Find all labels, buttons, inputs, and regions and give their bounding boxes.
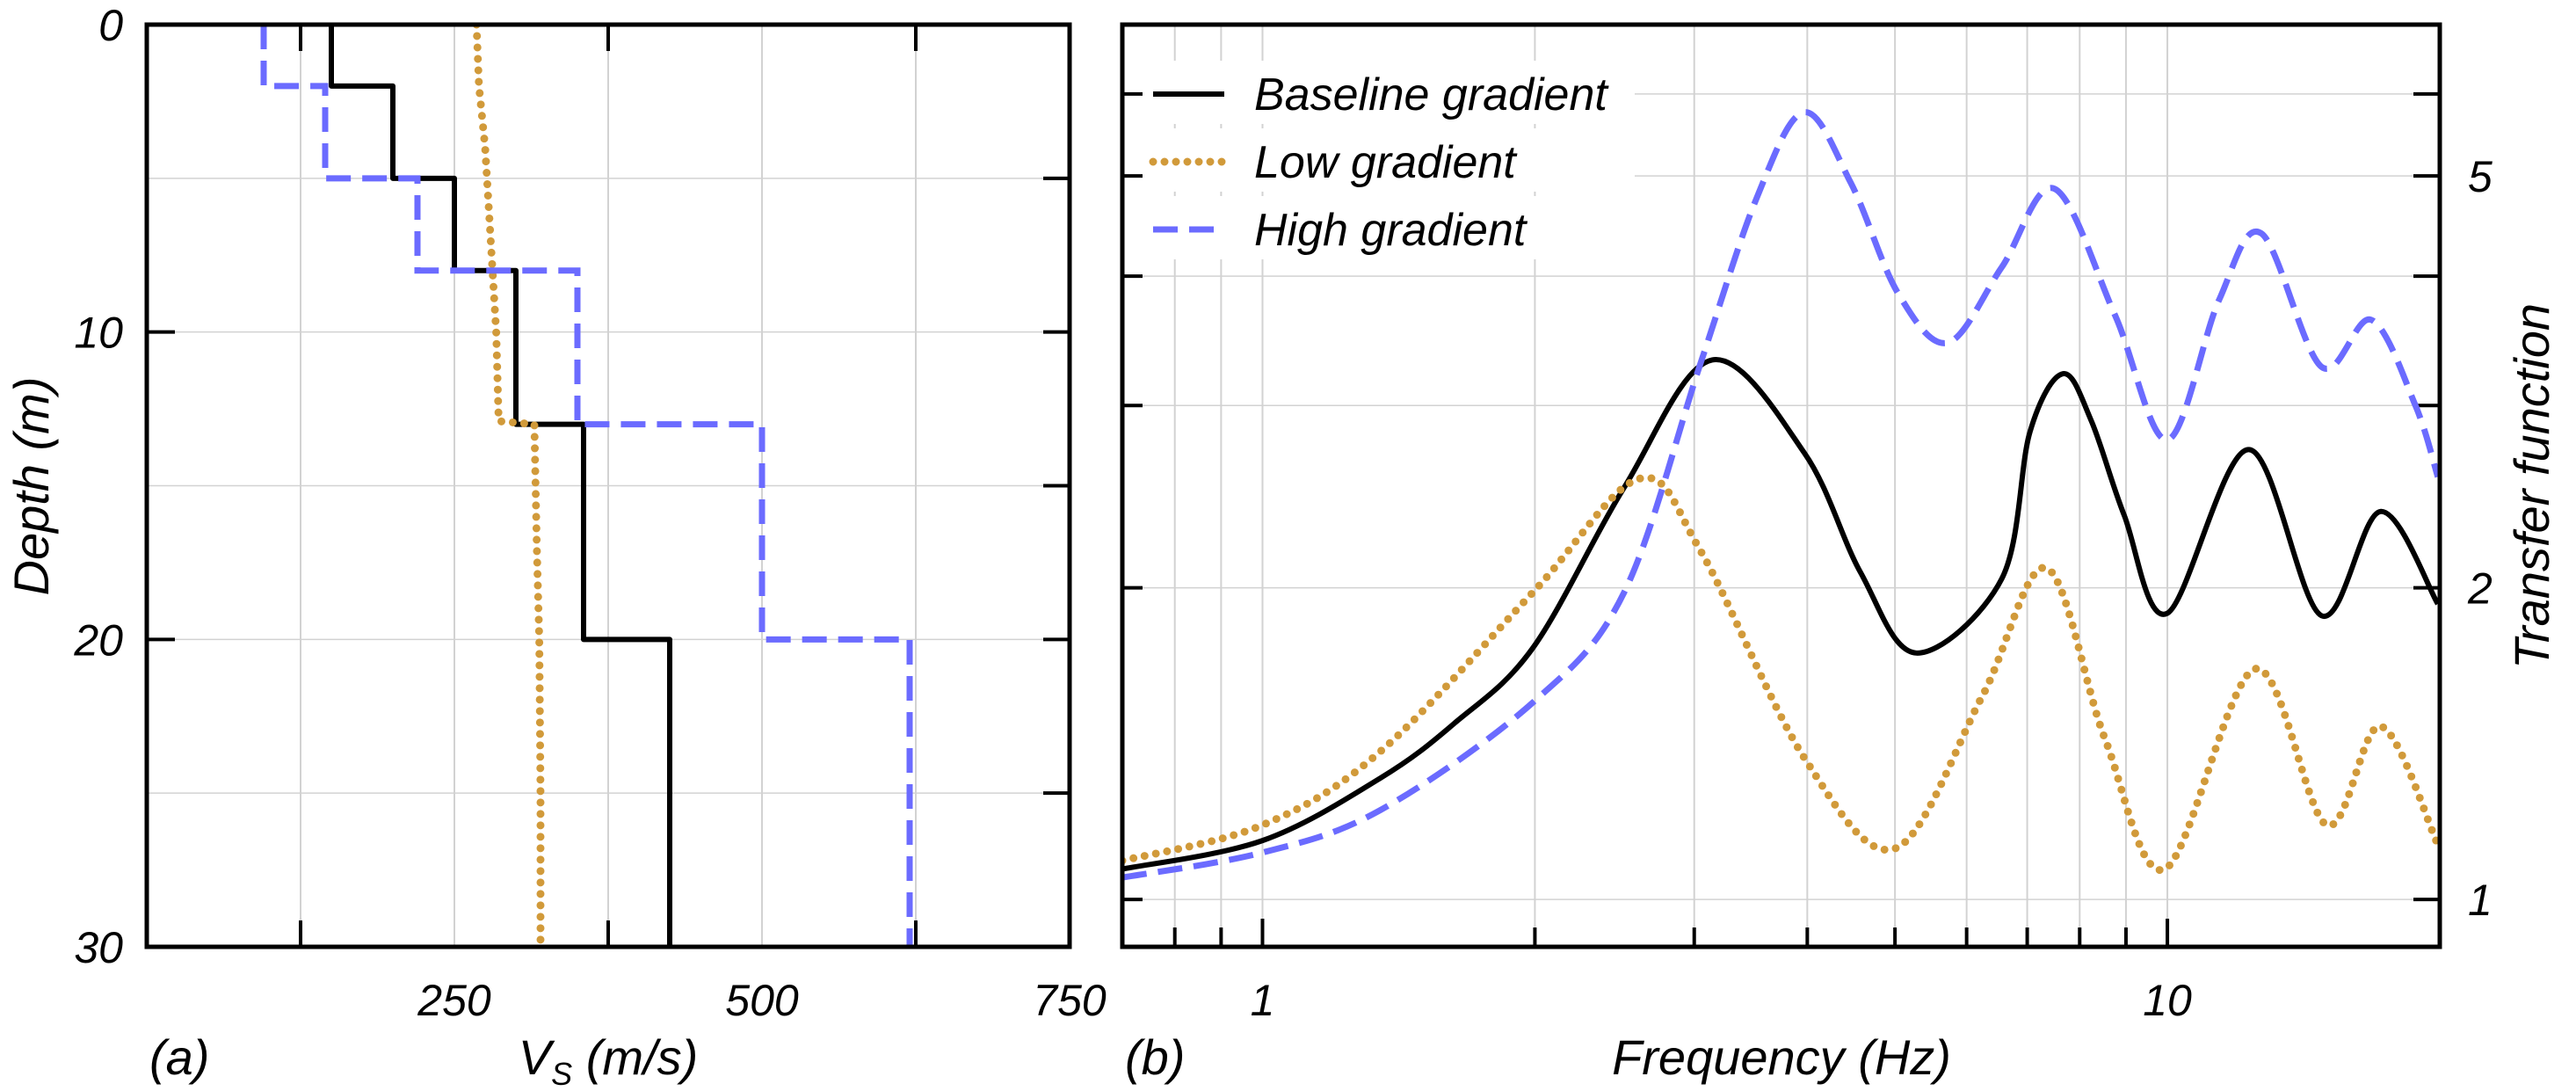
x-tick-label: 500 [725, 976, 799, 1025]
y-tick-label: 0 [98, 1, 123, 50]
y-tick-label: 2 [2467, 564, 2493, 614]
axes-frame-b [1120, 22, 2442, 949]
y-tick-label: 10 [74, 309, 123, 358]
series-line-low [472, 25, 545, 947]
grid-a [147, 25, 1070, 947]
x-axis-unit: (m/s) [572, 1029, 698, 1085]
x-tick-label: 250 [417, 976, 491, 1025]
series-line-baseline [1122, 357, 2440, 872]
legend-background [1143, 61, 1635, 124]
y-tick-label: 1 [2468, 876, 2493, 925]
panel-b-transfer-function: 1 10 1 2 5 Baseline gradient Low gradient High… [1120, 22, 2559, 1085]
tick-labels-a: 250 500 750 0 10 20 30 [73, 1, 1107, 1025]
series-b [1122, 109, 2440, 881]
legend: Baseline gradient Low gradient High gradie… [1143, 61, 1635, 259]
panel-a-vs-profile: 250 500 750 0 10 20 30 Depth (m) VS (m/s) (a) [4, 1, 1107, 1091]
x-axis-symbol: V [519, 1029, 555, 1085]
series-line-high [1122, 109, 2440, 881]
legend-background [1143, 196, 1635, 259]
panel-label-a: (a) [149, 1029, 209, 1085]
series-a [260, 25, 913, 947]
tick-labels-b: 1 10 1 2 5 [1251, 152, 2493, 1025]
y-axis-title-a: Depth (m) [4, 377, 59, 596]
y-tick-label: 30 [74, 923, 123, 972]
series-line-low [1122, 473, 2440, 875]
legend-label-high: High gradient [1254, 205, 1528, 256]
axes-frame-a [144, 22, 1072, 949]
panel-label-b: (b) [1125, 1029, 1185, 1085]
x-axis-subscript: S [551, 1056, 572, 1091]
x-axis-title-b: Frequency (Hz) [1612, 1029, 1951, 1085]
series-line-baseline [329, 25, 672, 947]
legend-label-low: Low gradient [1254, 137, 1518, 188]
x-tick-label: 1 [1251, 976, 1275, 1025]
ticks-b [1122, 91, 2440, 947]
legend-label-baseline: Baseline gradient [1254, 69, 1609, 120]
x-tick-label: 750 [1033, 976, 1107, 1025]
y-tick-label: 20 [73, 615, 123, 665]
y-axis-title-b: Transfer function [2504, 303, 2559, 669]
x-axis-title-a: VS (m/s) [519, 1029, 698, 1091]
y-tick-label: 5 [2468, 152, 2493, 201]
x-tick-label: 10 [2143, 976, 2192, 1025]
series-line-high [260, 25, 913, 947]
